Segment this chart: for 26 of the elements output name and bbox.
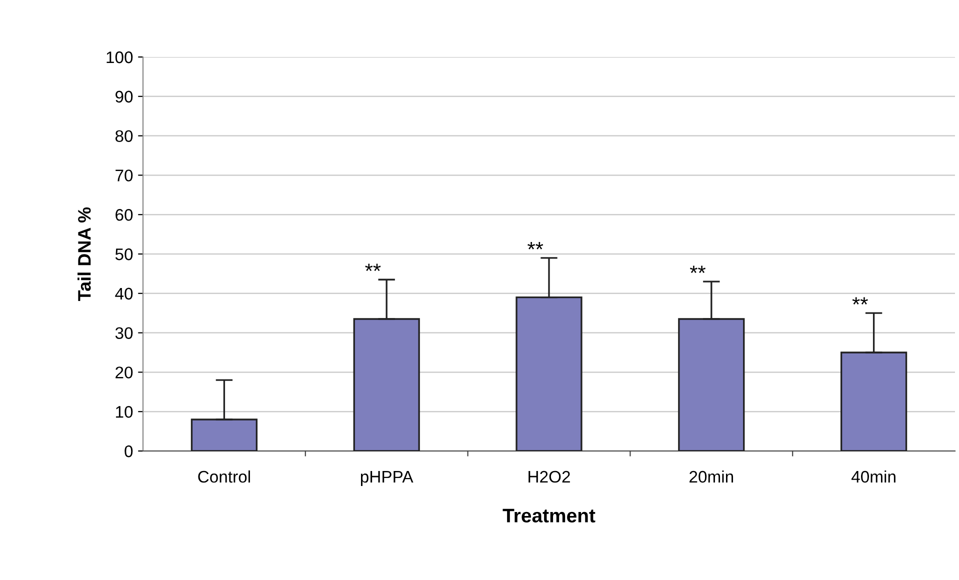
x-tick-label: H2O2	[528, 470, 570, 483]
y-tick-label: 80	[115, 130, 133, 142]
y-tick-label: 10	[116, 406, 133, 418]
x-tick-label: pHPPA	[360, 471, 414, 486]
bar	[678, 318, 745, 451]
x-tick-label: Control	[198, 470, 250, 483]
x-axis-title: Treatment	[502, 508, 596, 522]
annotation: **	[365, 264, 381, 272]
bar	[840, 352, 908, 451]
bar	[353, 318, 420, 451]
annotation: **	[852, 297, 868, 305]
annotation: **	[528, 242, 544, 250]
x-tick-label: 40min	[851, 470, 896, 483]
bar	[190, 418, 258, 451]
y-tick-label: 50	[115, 248, 133, 260]
annotation: **	[690, 266, 706, 274]
y-tick-label: 0	[124, 445, 133, 458]
y-tick-label: 40	[115, 288, 133, 300]
y-tick-label: 30	[115, 327, 133, 340]
y-axis-title: Tail DNA %	[78, 207, 91, 301]
y-tick-label: 60	[116, 209, 133, 221]
y-tick-label: 20	[116, 366, 133, 378]
y-tick-label: 90	[116, 90, 133, 103]
y-tick-label: 70	[116, 170, 133, 182]
x-tick-label: 20min	[690, 470, 734, 483]
y-tick-label: 100	[106, 51, 133, 64]
